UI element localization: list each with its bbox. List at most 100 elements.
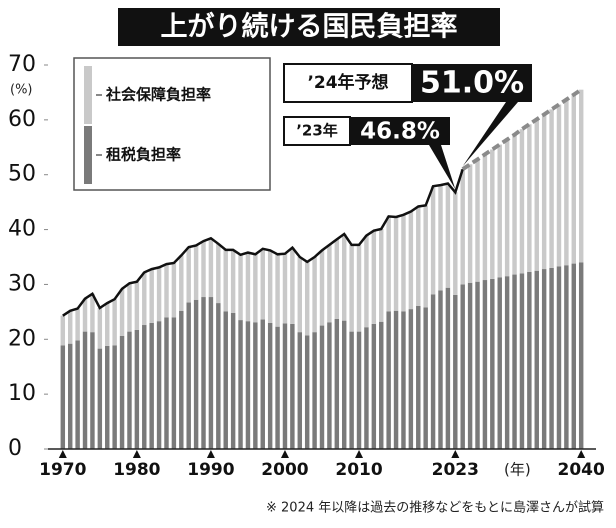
bar-segment	[142, 272, 147, 326]
bar-segment	[245, 252, 251, 322]
bar-segment	[467, 164, 473, 283]
x-tick-marker	[132, 450, 141, 458]
x-tick-marker	[355, 450, 364, 458]
bar-segment	[534, 270, 539, 449]
legend-label: 租税負担率	[106, 146, 181, 164]
bar-segment	[460, 169, 465, 285]
bar-segment	[253, 322, 258, 449]
bar-segment	[319, 250, 325, 326]
bar-segment	[282, 323, 288, 449]
bar-segment	[97, 308, 103, 349]
bar-segment	[519, 273, 525, 449]
bar-segment	[364, 235, 369, 328]
y-tick-label: 50	[8, 162, 36, 187]
bar-segment	[127, 283, 132, 332]
bar-segment	[193, 299, 199, 449]
title-box	[118, 8, 500, 46]
bar-segment	[304, 261, 310, 336]
bar-segment	[156, 267, 162, 322]
bar-segment	[179, 310, 184, 449]
bar-segment	[134, 329, 140, 449]
chart-title: 上がり続ける国民負担率	[161, 11, 458, 43]
bar-segment	[90, 332, 95, 449]
bar-segment	[201, 241, 206, 298]
y-tick-label: 70	[8, 52, 36, 77]
bar-segment	[82, 331, 88, 449]
bar-segment	[134, 281, 140, 330]
bar-segment	[401, 311, 406, 449]
bar-segment	[349, 244, 354, 332]
footnote: ※ 2024 年以降は過去の推移などをもとに島澤さんが試算	[266, 500, 604, 516]
bar-segment	[142, 325, 147, 449]
bar-segment	[267, 250, 273, 323]
x-tick-marker	[451, 450, 460, 458]
bar-segment	[453, 294, 458, 449]
bar-segment	[297, 257, 303, 333]
bar-segment	[208, 297, 214, 449]
bar-segment	[393, 310, 399, 449]
bar-segment	[112, 345, 117, 449]
bar-segment	[67, 310, 73, 344]
annotation-label: ’23年	[296, 122, 338, 140]
bar-segment	[490, 149, 495, 279]
annotation-value: 51.0%	[420, 66, 524, 101]
annotation-value-box	[412, 64, 532, 102]
bar-segment	[423, 205, 428, 308]
bar-segment	[453, 192, 458, 295]
legend-swatch	[84, 66, 92, 124]
bar-segment	[312, 257, 317, 333]
bar-segment	[497, 144, 502, 278]
bar-segment	[238, 254, 243, 321]
x-tick-marker	[206, 450, 215, 458]
bar-segment	[179, 255, 184, 311]
bar-segment	[386, 311, 391, 449]
y-tick-label: 60	[8, 107, 36, 132]
bar-segment	[82, 298, 88, 332]
bar-segment	[527, 271, 532, 449]
bar-segment	[275, 326, 280, 449]
bar-segment	[119, 288, 125, 336]
bar-segment	[564, 99, 569, 266]
bar-segment	[238, 320, 243, 449]
bar-segment	[216, 303, 221, 449]
bar-segment	[423, 307, 428, 449]
total-line	[62, 168, 464, 317]
legend-swatch	[84, 126, 92, 184]
bar-segment	[334, 318, 340, 449]
bar-segment	[356, 331, 362, 449]
bar-segment	[275, 254, 280, 327]
bar-segment	[186, 302, 191, 449]
annotation-label: ’24年予想	[307, 72, 388, 93]
bar-segment	[67, 343, 73, 449]
bar-segment	[386, 216, 391, 312]
x-tick-label: 2000	[261, 460, 308, 480]
bar-segment	[438, 185, 443, 291]
bar-segment	[445, 183, 451, 288]
bar-segment	[60, 345, 66, 449]
bar-segment	[512, 134, 517, 275]
bar-segment	[223, 311, 228, 449]
bar-segment	[319, 325, 325, 449]
bar-segment	[371, 323, 377, 449]
bar-segment	[216, 243, 221, 304]
x-tick-label: 2023	[432, 460, 479, 480]
annotation-pointer	[429, 145, 456, 190]
bar-segment	[482, 154, 488, 281]
bar-segment	[371, 230, 377, 324]
bar-segment	[304, 335, 310, 449]
annotation-label-box	[283, 116, 351, 146]
bar-segment	[556, 266, 562, 449]
bar-segment	[260, 319, 265, 449]
bar-segment	[253, 254, 258, 323]
bar-segment	[171, 263, 177, 318]
bar-segment	[556, 104, 562, 267]
bar-segment	[186, 247, 191, 303]
y-tick-label: 20	[8, 326, 36, 351]
bar-segment	[430, 186, 436, 295]
bar-segment	[297, 332, 303, 449]
bar-segment	[223, 249, 228, 312]
bar-segment	[164, 264, 169, 318]
bar-segment	[475, 159, 480, 282]
bar-segment	[282, 253, 288, 324]
